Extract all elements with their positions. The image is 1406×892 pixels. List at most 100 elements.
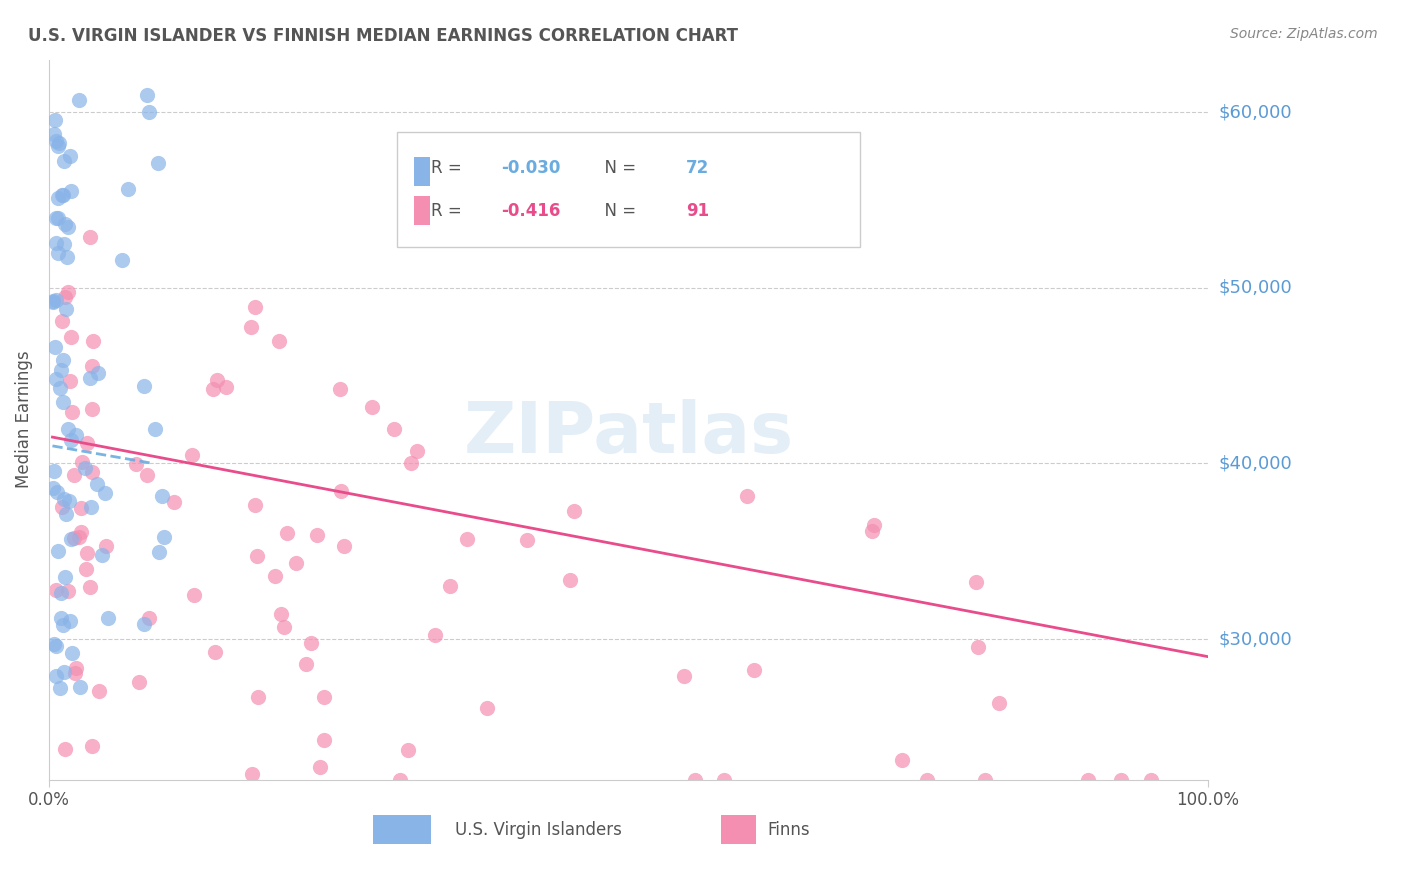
Point xyxy=(59,375,82,389)
Point xyxy=(44,211,66,225)
Point xyxy=(305,528,328,542)
Point xyxy=(56,422,79,436)
Point xyxy=(60,433,83,447)
Point xyxy=(396,743,419,757)
Point xyxy=(44,113,66,128)
Point xyxy=(974,772,997,787)
Point xyxy=(70,524,93,539)
Point xyxy=(58,220,80,235)
Point xyxy=(53,491,76,506)
Point xyxy=(737,490,759,504)
Point xyxy=(117,182,139,196)
Point xyxy=(46,191,69,205)
Point xyxy=(329,382,352,396)
Text: 72: 72 xyxy=(686,159,710,177)
Text: N =: N = xyxy=(593,159,641,177)
Point xyxy=(276,525,298,540)
Point xyxy=(42,464,65,478)
Point xyxy=(48,139,70,153)
Point xyxy=(967,640,990,654)
Text: $40,000: $40,000 xyxy=(1219,454,1292,473)
Text: N =: N = xyxy=(593,202,641,219)
Point xyxy=(215,380,238,394)
Point xyxy=(673,669,696,683)
Text: Source: ZipAtlas.com: Source: ZipAtlas.com xyxy=(1230,27,1378,41)
Point xyxy=(406,444,429,458)
Point xyxy=(163,495,186,509)
Point xyxy=(273,620,295,634)
Point xyxy=(135,87,157,102)
Point xyxy=(713,772,735,787)
Point xyxy=(309,760,332,774)
Point xyxy=(49,611,72,625)
Point xyxy=(75,562,97,576)
Point xyxy=(97,611,120,625)
Point xyxy=(55,507,77,521)
Point xyxy=(683,772,706,787)
Point xyxy=(240,766,263,780)
Point xyxy=(67,93,90,107)
Point xyxy=(58,614,80,628)
Text: $60,000: $60,000 xyxy=(1219,103,1292,121)
Point xyxy=(295,657,318,671)
Point xyxy=(138,105,160,120)
Point xyxy=(65,428,87,442)
Point xyxy=(58,285,80,300)
Point xyxy=(205,373,228,387)
Point xyxy=(55,570,77,584)
Point xyxy=(45,583,67,598)
Point xyxy=(201,382,224,396)
Point xyxy=(48,544,70,558)
Point xyxy=(285,556,308,570)
Point xyxy=(53,217,76,231)
Point xyxy=(94,539,117,553)
Text: 91: 91 xyxy=(686,202,710,219)
FancyBboxPatch shape xyxy=(396,132,860,247)
Text: U.S. Virgin Islanders: U.S. Virgin Islanders xyxy=(454,821,621,838)
Point xyxy=(125,458,148,472)
Point xyxy=(49,585,72,599)
Point xyxy=(59,149,82,163)
Point xyxy=(45,669,67,683)
FancyBboxPatch shape xyxy=(413,157,430,186)
Point xyxy=(52,353,75,368)
Point xyxy=(988,696,1011,710)
Point xyxy=(75,461,97,475)
Point xyxy=(246,549,269,563)
Point xyxy=(53,290,76,304)
Text: $50,000: $50,000 xyxy=(1219,279,1292,297)
Text: Finns: Finns xyxy=(768,821,810,838)
Point xyxy=(132,379,155,393)
Text: -0.030: -0.030 xyxy=(501,159,560,177)
Point xyxy=(516,533,538,547)
Point xyxy=(48,136,70,151)
Point xyxy=(891,753,914,767)
Point xyxy=(55,301,77,316)
Point xyxy=(312,732,335,747)
Point xyxy=(423,628,446,642)
Text: $30,000: $30,000 xyxy=(1219,630,1292,648)
Point xyxy=(299,636,322,650)
Point xyxy=(56,584,79,599)
Point xyxy=(915,772,938,787)
Point xyxy=(80,402,103,417)
Point xyxy=(53,665,76,680)
Text: R =: R = xyxy=(432,159,467,177)
Point xyxy=(330,483,353,498)
FancyBboxPatch shape xyxy=(374,815,432,845)
Point xyxy=(65,665,87,680)
Point xyxy=(146,155,169,169)
Point xyxy=(456,532,478,546)
Point xyxy=(744,663,766,677)
Point xyxy=(45,134,67,148)
Point xyxy=(132,617,155,632)
Point xyxy=(361,400,384,414)
Point xyxy=(69,681,91,695)
Point xyxy=(51,500,73,515)
Point xyxy=(91,548,114,562)
Point xyxy=(62,531,84,545)
Point xyxy=(562,503,585,517)
Point xyxy=(48,381,70,395)
Point xyxy=(246,690,269,704)
Point xyxy=(79,371,101,385)
